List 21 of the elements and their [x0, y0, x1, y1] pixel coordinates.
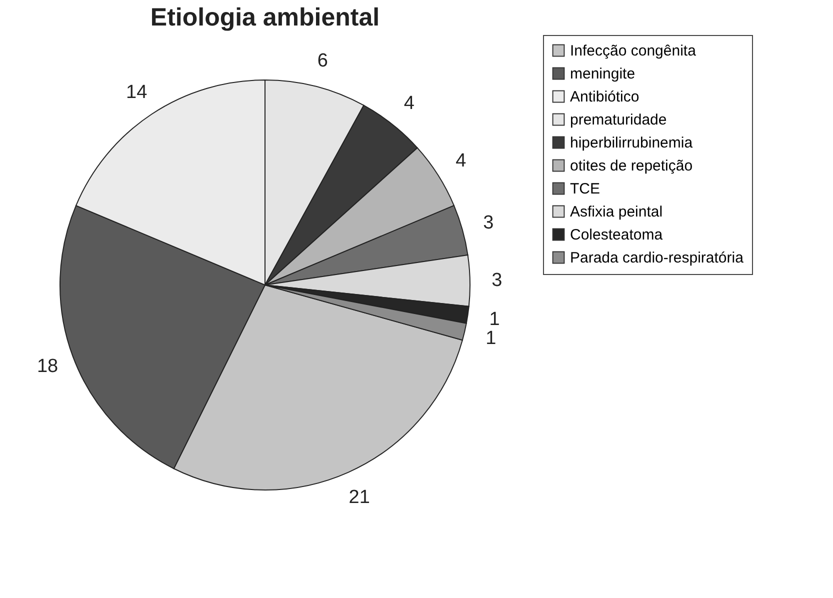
legend-label: prematuridade: [570, 112, 667, 128]
chart-title: Etiologia ambiental: [150, 4, 380, 32]
legend-label: meningite: [570, 66, 636, 82]
data-label: 4: [404, 93, 415, 114]
data-label: 3: [492, 270, 502, 292]
legend-label: Infecção congênita: [570, 42, 697, 60]
legend-label: Parada cardio-respiratória: [570, 250, 744, 266]
data-label: 14: [126, 82, 148, 103]
legend-label: Colesteatoma: [570, 226, 664, 244]
legend-label: hiperbilirrubinemia: [570, 134, 694, 152]
data-label: 4: [456, 150, 467, 172]
data-label: 21: [348, 486, 370, 508]
data-label: 1: [486, 328, 496, 349]
legend-label: TCE: [570, 180, 600, 198]
legend-label: Antibiótico: [570, 88, 640, 106]
data-label: 6: [317, 50, 328, 72]
data-label: 3: [483, 212, 494, 234]
data-label: 1: [489, 308, 500, 330]
legend-label: otites de repetição: [570, 158, 693, 174]
data-label: 18: [36, 356, 58, 377]
legend-label: Asfixia peintal: [570, 204, 663, 220]
